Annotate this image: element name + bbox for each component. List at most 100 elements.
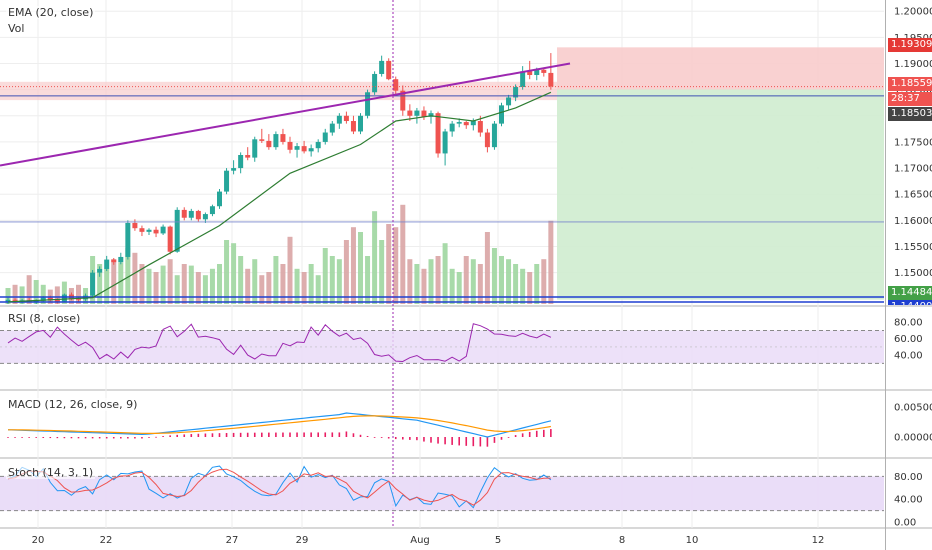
time-axis-label: 27 (226, 535, 239, 546)
candle-body (125, 222, 131, 257)
macd-histogram-bar (112, 437, 115, 439)
resistance-band (0, 81, 557, 101)
macd-histogram-bar (310, 432, 312, 437)
macd-histogram-bar (91, 437, 94, 439)
macd-histogram-bar (28, 437, 30, 438)
candle-body (153, 229, 159, 234)
candle-body (287, 141, 293, 150)
candle-body (132, 222, 138, 229)
candle-body (308, 148, 314, 152)
macd-axis-label: 0.00000 (894, 433, 932, 444)
macd-histogram-bar (275, 432, 277, 437)
volume-bar (280, 264, 286, 304)
stoch-axis-label: 40.00 (894, 495, 923, 506)
macd-histogram-bar (56, 437, 59, 439)
volume-bar (146, 268, 152, 304)
candle-body (146, 229, 152, 232)
macd-histogram-bar (366, 436, 369, 437)
candle-body (386, 60, 392, 80)
candle-body (160, 226, 166, 234)
volume-bar (315, 275, 321, 304)
volume-bar (527, 272, 533, 304)
candle-body (40, 297, 46, 301)
candle-body (202, 214, 208, 220)
candle-body (174, 209, 180, 252)
macd-histogram-bar (155, 436, 157, 438)
candle-body (280, 134, 286, 142)
trendline (0, 62, 571, 167)
macd-histogram-bar (359, 434, 362, 437)
candle-body (90, 272, 96, 296)
candle-body (520, 71, 526, 88)
entry-price-tag: 1.18503 (888, 107, 932, 121)
candle-body (5, 299, 11, 302)
risk-zone (557, 47, 884, 90)
volume-bar (104, 268, 110, 304)
price-overlays (0, 0, 884, 528)
macd-histogram-bar (49, 437, 52, 439)
candle-body (421, 110, 427, 117)
candle-body (231, 168, 237, 171)
macd-histogram-bar (458, 437, 460, 446)
price-axis-label: 1.15500 (894, 242, 932, 253)
stoch-legend[interactable]: Stoch (14, 3, 1) (6, 466, 96, 479)
time-axis-label: 10 (686, 535, 699, 546)
candle-body (400, 90, 406, 111)
volume-bar (202, 275, 208, 304)
macd-legend[interactable]: MACD (12, 26, close, 9) (6, 398, 140, 411)
volume-bar (463, 256, 469, 304)
macd-histogram-bar (514, 435, 517, 437)
candle-body (61, 294, 67, 302)
candle-body (499, 105, 504, 124)
volume-bar (534, 264, 540, 304)
rsi-axis-label: 80.00 (894, 318, 923, 329)
volume-legend[interactable]: Vol (6, 22, 27, 35)
volume-bar (97, 264, 103, 304)
candle-body (259, 139, 265, 141)
volume-bar (322, 248, 328, 304)
ema-legend[interactable]: EMA (20, close) (6, 6, 96, 19)
stoch-axis-label: 80.00 (894, 472, 923, 483)
stoch-k-line (7, 465, 552, 509)
candle-body (245, 155, 251, 158)
volume-bar (217, 264, 222, 304)
macd-histogram-bar (338, 432, 341, 437)
volume-bar (541, 259, 547, 304)
time-axis-label: 29 (296, 535, 309, 546)
candle-body (456, 122, 462, 124)
candle-body (435, 113, 441, 154)
candle-body (322, 132, 328, 142)
volume-bar (301, 272, 307, 304)
candle-body (548, 72, 554, 87)
candle-body (97, 268, 103, 273)
macd-histogram-bar (225, 433, 228, 437)
ema-line (7, 91, 552, 303)
macd-histogram-bar (63, 437, 66, 439)
volume-bar (358, 232, 363, 304)
macd-histogram-bar (507, 437, 510, 438)
volume-bar (12, 284, 18, 304)
volume-bar (125, 248, 131, 304)
volume-bar (33, 280, 39, 304)
price-axis-label: 1.17000 (894, 164, 932, 175)
macd-histogram-bar (535, 430, 538, 437)
volume-bar (54, 286, 60, 304)
rsi-legend[interactable]: RSI (8, close) (6, 312, 83, 325)
candle-body (181, 209, 187, 218)
volume-bar (350, 227, 356, 304)
macd-histogram-bar (105, 437, 108, 439)
candle-body (407, 110, 413, 116)
volume-bar (245, 268, 251, 304)
macd-histogram-bar (423, 437, 425, 442)
indicator-panes (0, 323, 884, 512)
macd-histogram-bar (127, 437, 129, 439)
candle-body (329, 123, 335, 133)
time-axis-label: 20 (32, 535, 45, 546)
volume-bar (259, 275, 265, 304)
macd-histogram-bar (394, 437, 397, 440)
macd-histogram-bar (204, 433, 207, 437)
candlesticks (5, 53, 554, 304)
candle-body (224, 170, 230, 192)
macd-histogram-bar (261, 432, 263, 437)
